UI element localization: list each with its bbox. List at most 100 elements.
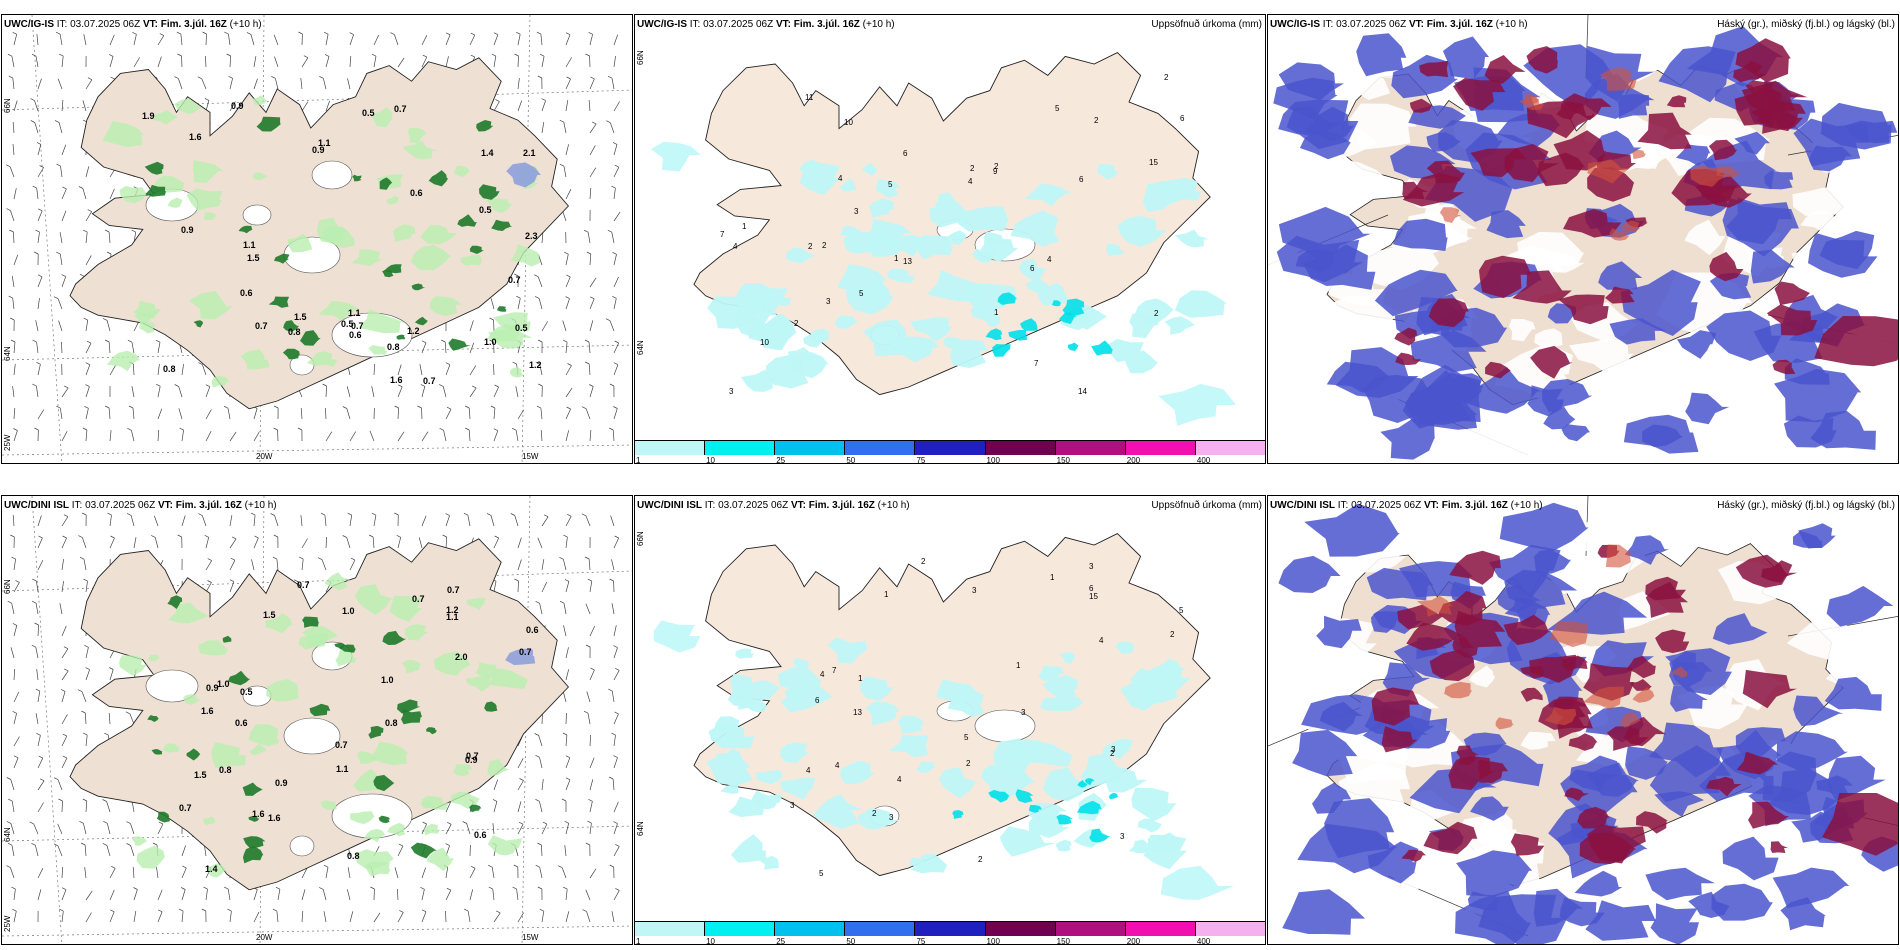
wind-barb-feather [614,164,620,168]
wind-barb-feather [535,600,540,604]
wind-barb [227,408,231,420]
weather-blob [1106,243,1124,256]
wind-barb-feather [13,428,18,431]
wind-barb [85,255,92,266]
wind-barb [108,231,111,244]
glacier [289,835,315,857]
precip-value-label: 2.3 [525,231,538,241]
wind-barb [11,801,15,813]
weather-blob [1685,392,1730,425]
wind-barb [13,889,16,901]
weather-blob [222,635,232,643]
precip-accum-label: 13 [903,257,912,266]
weather-blob [1174,290,1228,318]
weather-blob [1504,597,1547,623]
wind-barb [36,581,39,593]
wind-barb [517,780,524,791]
wind-barb [565,100,569,112]
weather-blob [840,178,856,192]
wind-barb-feather [34,622,39,626]
precip-accum-label: 3 [972,586,977,595]
wind-barb [421,823,427,835]
precip-accum-label: 4 [835,761,840,770]
weather-blob [317,217,348,242]
wind-barb [469,868,476,879]
wind-barb-feather [420,886,425,890]
weather-blob [1814,316,1898,367]
wind-barb-feather [126,513,132,516]
weather-blob [1821,102,1892,150]
wind-barb [349,431,356,442]
wind-barb-feather [11,886,16,890]
weather-blob [840,760,876,785]
weather-blob [785,248,816,264]
wind-barb [253,537,259,549]
precip-value-label: 1.6 [390,375,403,385]
wind-barb [37,691,41,703]
weather-blob [740,369,782,392]
wind-barb-feather [273,405,279,409]
weather-blob [1304,503,1400,557]
wind-barb [421,911,427,923]
wind-barb-feather [38,208,43,212]
wind-barb [541,231,544,244]
wind-barb-feather [59,53,64,57]
wind-barb [516,889,519,901]
wind-barb [323,911,327,923]
wind-barb-feather [64,668,69,672]
wind-barb [322,889,327,901]
weather-blob [1485,361,1511,379]
wind-barb-feather [86,340,92,344]
wind-barb [109,537,115,549]
wind-barb [61,341,63,354]
wind-barb [445,867,449,879]
wind-barb [613,364,619,376]
wind-barb-feather [271,75,276,79]
wind-barb [445,536,448,549]
wind-barb [611,911,615,923]
wind-barb [613,846,620,857]
wind-barb [322,78,327,90]
wind-barb-feather [36,732,41,736]
wind-barb [325,536,327,549]
wind-barb-feather [445,513,450,516]
weather-blob [505,648,536,666]
wind-barb-feather [561,798,567,802]
weather-blob [407,127,426,144]
wind-barb-feather [83,229,88,233]
wind-barb [37,409,45,420]
colorbar-segment: 100 [985,922,1056,944]
colorbar-tick: 25 [776,456,786,464]
weather-blob [1772,867,1850,908]
weather-blob [1569,338,1634,376]
weather-blob [730,834,766,863]
weather-blob [1456,745,1479,765]
wind-barb [468,429,471,442]
wind-barb [109,911,115,923]
wind-barb-feather [81,710,86,714]
wind-barb [205,560,212,571]
wind-barb [37,757,44,769]
wind-barb-feather [224,31,229,35]
weather-blob [274,253,290,264]
lat-label-64: 64N [3,827,12,842]
weather-blob [266,679,299,702]
colorbar-segment: 200 [1125,441,1196,463]
colorbar-tick: 50 [846,456,856,464]
precip-accum-label: 2 [994,162,999,171]
weather-blob [1761,560,1798,583]
panel-title: UWC/DINI ISL IT: 03.07.2025 06Z VT: Fim.… [4,500,277,511]
weather-blob [248,815,260,822]
weather-blob [426,727,437,735]
wind-barb [445,801,451,813]
weather-blob [1366,567,1434,601]
precip-accum-label: 5 [1055,104,1060,113]
precip-accum-label: 6 [903,149,908,158]
precip-accum-label: 6 [1079,175,1084,184]
wind-barb-feather [203,886,208,890]
wind-barb [61,800,63,813]
wind-barb [585,603,591,615]
graticule-line [31,496,63,944]
wind-barb [85,343,92,354]
wind-barb-feather [446,406,452,410]
